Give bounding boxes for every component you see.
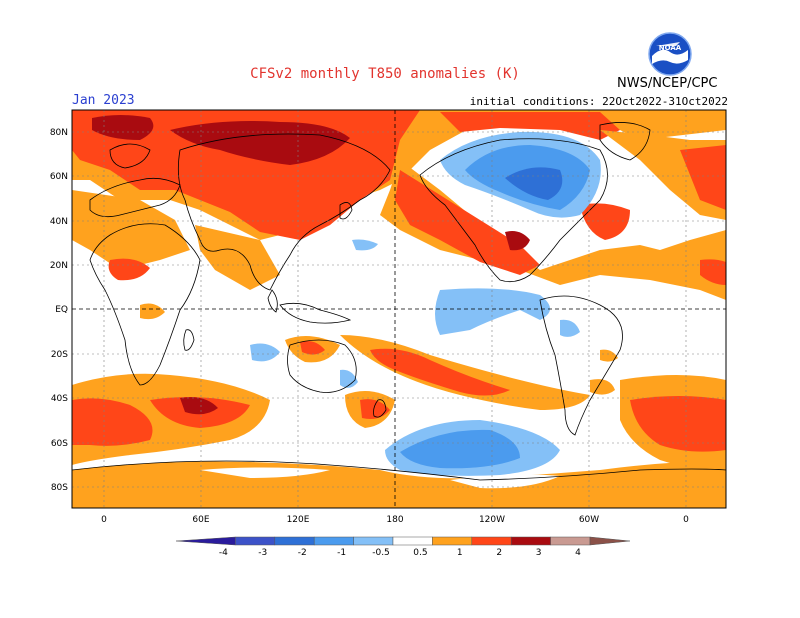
reference-lines [72, 110, 726, 508]
colorbar-arrow-high [589, 536, 631, 546]
colorbar-segment [510, 536, 551, 546]
lon-label: 60W [579, 515, 599, 525]
svg-text:NOAA: NOAA [659, 44, 682, 52]
lon-label: 0 [101, 515, 107, 525]
colorbar-label: -1 [337, 548, 346, 558]
noaa-logo-icon: NOAA [648, 32, 692, 76]
colorbar-label: 1 [457, 548, 463, 558]
colorbar-arrow-low [175, 536, 236, 546]
lat-label: 20N [50, 261, 68, 271]
anomaly-field [72, 110, 726, 508]
chart-title: CFSv2 monthly T850 anomalies (K) [250, 66, 520, 82]
lat-label: 80S [51, 483, 68, 493]
lon-label: 0 [683, 515, 689, 525]
colorbar-segment [550, 536, 591, 546]
lat-label: EQ [55, 305, 68, 315]
latitude-labels: 80N 60N 40N 20N EQ 20S 40S 60S 80S [50, 128, 68, 493]
colorbar-segment [274, 536, 315, 546]
lat-label: 60N [50, 172, 68, 182]
colorbar-label: -0.5 [372, 548, 390, 558]
colorbar-segment [471, 536, 512, 546]
colorbar-label: -4 [219, 548, 228, 558]
colorbar-segment [353, 536, 394, 546]
colorbar-segment [432, 536, 473, 546]
lat-label: 60S [51, 439, 68, 449]
lat-label: 40N [50, 217, 68, 227]
colorbar: -4 -3 -2 -1 -0.5 0.5 1 2 3 4 [175, 536, 631, 558]
longitude-labels: 0 60E 120E 180 120W 60W 0 [101, 515, 689, 525]
lat-label: 40S [51, 394, 68, 404]
colorbar-segment [235, 536, 276, 546]
colorbar-label: 0.5 [413, 548, 427, 558]
agency-label: NWS/NCEP/CPC [617, 76, 718, 91]
coastlines [72, 122, 726, 481]
warm-region-siberia-dark [170, 121, 350, 165]
lat-label: 80N [50, 128, 68, 138]
colorbar-segment [392, 536, 433, 546]
lon-label: 120E [287, 515, 310, 525]
forecast-month: Jan 2023 [72, 93, 135, 108]
colorbar-segment [313, 536, 354, 546]
lon-label: 60E [192, 515, 209, 525]
lon-label: 120W [479, 515, 505, 525]
map-frame [71, 109, 727, 509]
colorbar-label: -2 [298, 548, 307, 558]
colorbar-label: 2 [496, 548, 502, 558]
lon-label: 180 [386, 515, 403, 525]
colorbar-label: 4 [575, 548, 581, 558]
lat-label: 20S [51, 350, 68, 360]
graticule [72, 110, 726, 508]
colorbar-label: -3 [258, 548, 267, 558]
initial-conditions: initial conditions: 22Oct2022-31Oct2022 [469, 95, 728, 108]
colorbar-label: 3 [536, 548, 542, 558]
